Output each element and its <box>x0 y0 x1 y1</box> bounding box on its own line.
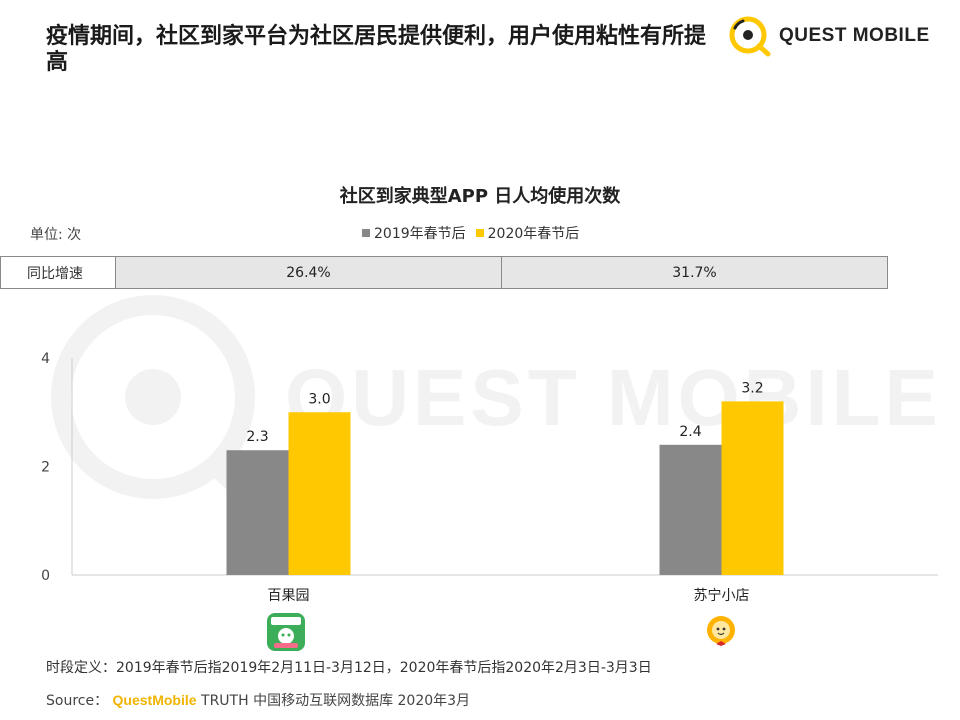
chart-title: 社区到家典型APP 日人均使用次数 <box>339 186 621 207</box>
watermark-text: QUEST MOBILE <box>285 353 942 442</box>
legend-label-2020: 2020年春节后 <box>487 226 580 242</box>
unit-label: 单位: 次 <box>30 227 82 243</box>
bar-value-label: 2.4 <box>679 424 701 440</box>
legend: 2019年春节后 2020年春节后 <box>362 223 589 243</box>
x-category-label: 百果园 <box>268 588 310 604</box>
x-category-label: 苏宁小店 <box>694 587 750 604</box>
bar-0-1 <box>659 444 722 575</box>
source-label: Source： <box>46 693 109 709</box>
bar-1-1 <box>721 401 784 575</box>
page-title: 疫情期间，社区到家平台为社区居民提供便利，用户使用粘性有所提高 <box>46 24 707 75</box>
baiguoyuan-app-icon <box>267 613 305 651</box>
source-rest: TRUTH 中国移动互联网数据库 2020年3月 <box>201 693 471 709</box>
legend-item-2020: 2020年春节后 <box>475 223 580 243</box>
footnote: 时段定义：2019年春节后指2019年2月11日-3月12日，2020年春节后指… <box>46 660 652 676</box>
y-tick-label: 4 <box>41 351 50 367</box>
legend-item-2019: 2019年春节后 <box>362 223 466 243</box>
legend-swatch-2019 <box>362 229 370 237</box>
growth-row-label: 同比增速 <box>0 256 116 289</box>
source-line: Source： QuestMobile TRUTH 中国移动互联网数据库 202… <box>46 690 470 710</box>
logo-text: QUEST MOBILE <box>779 25 930 46</box>
quest-mobile-logo: QUEST MOBILE <box>727 14 930 58</box>
growth-cell-baiguoyuan: 26.4% <box>116 256 502 289</box>
legend-label-2019: 2019年春节后 <box>374 226 466 242</box>
y-tick-label: 2 <box>41 460 50 476</box>
bar-1-0 <box>288 412 351 575</box>
growth-row: 同比增速 26.4% 31.7% <box>0 256 888 289</box>
bar-value-label: 2.3 <box>246 429 268 445</box>
source-brand: QuestMobile <box>112 692 197 708</box>
y-tick-label: 0 <box>41 568 50 584</box>
bar-value-label: 3.0 <box>308 391 330 407</box>
bar-value-label: 3.2 <box>741 380 763 396</box>
quest-mobile-logo-icon <box>729 16 771 57</box>
bar-0-0 <box>226 450 289 575</box>
legend-swatch-2020 <box>475 229 484 237</box>
growth-cell-suning: 31.7% <box>502 256 888 289</box>
suning-xiaodian-app-icon <box>707 616 735 646</box>
